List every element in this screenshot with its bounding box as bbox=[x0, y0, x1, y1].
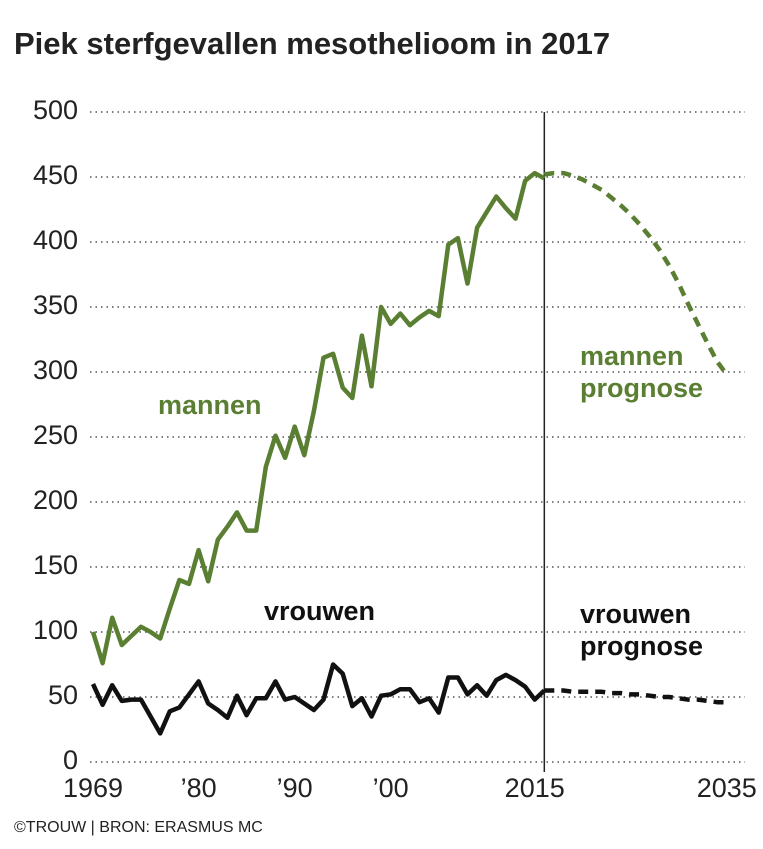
y-tick-label: 100 bbox=[33, 615, 78, 645]
x-tick-label: ’80 bbox=[181, 773, 217, 803]
y-tick-label: 350 bbox=[33, 290, 78, 320]
series-line bbox=[544, 688, 727, 705]
source: ©TROUW | BRON: ERASMUS MC bbox=[14, 819, 263, 836]
y-tick-label: 250 bbox=[33, 420, 78, 450]
series-line bbox=[90, 662, 546, 736]
y-tick-label: 200 bbox=[33, 485, 78, 515]
y-tick-label: 500 bbox=[33, 95, 78, 125]
series-line bbox=[543, 170, 729, 376]
series-label: vrouwen bbox=[264, 596, 376, 626]
y-tick-label: 300 bbox=[33, 355, 78, 385]
y-tick-label: 150 bbox=[33, 550, 78, 580]
y-tick-label: 400 bbox=[33, 225, 78, 255]
series-label: mannen bbox=[158, 390, 262, 420]
x-tick-label: 1969 bbox=[63, 773, 123, 803]
x-tick-label: 2015 bbox=[505, 773, 565, 803]
x-tick-label: ’90 bbox=[277, 773, 313, 803]
y-tick-label: 50 bbox=[48, 680, 78, 710]
x-tick-label: 2035 bbox=[697, 773, 757, 803]
series-label: vrouwen prognose bbox=[580, 599, 704, 661]
x-tick-label: ’00 bbox=[373, 773, 409, 803]
series-label: mannen prognose bbox=[580, 341, 704, 403]
series-line bbox=[90, 170, 546, 666]
y-tick-label: 0 bbox=[63, 745, 78, 775]
chart-title: Piek sterfgevallen mesothelioom in 2017 bbox=[14, 26, 610, 61]
y-tick-label: 450 bbox=[33, 160, 78, 190]
